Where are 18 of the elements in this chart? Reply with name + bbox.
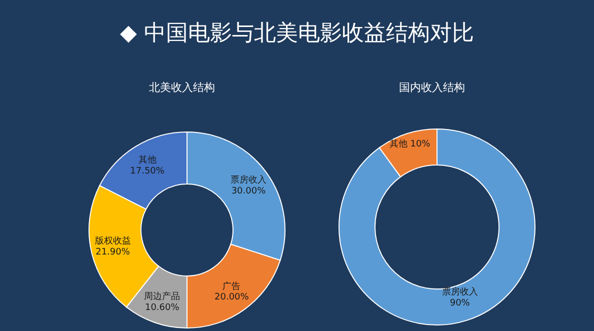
chart-title: ◆ 中国电影与北美电影收益结构对比 (119, 20, 475, 48)
data-label: 17.50% (130, 166, 165, 176)
data-label: 10% (410, 139, 430, 150)
chart-subtitle: 国内收入结构 (398, 80, 466, 95)
slice-label: 其他 (138, 154, 156, 166)
slice-label: 票房收入 (442, 286, 478, 298)
chart-subtitle: 北美收入结构 (148, 80, 216, 95)
data-label: 30.00% (231, 186, 266, 196)
data-label: 20.00% (214, 292, 250, 303)
donut-slice (338, 128, 536, 326)
data-label: 21.90% (96, 247, 130, 258)
slice-label: 版权收益 (94, 236, 131, 247)
slice-label: 广告 (222, 280, 241, 292)
slice-label: 周边产品 (144, 291, 180, 302)
slice-label: 票房收入 (230, 174, 266, 186)
data-label: 10.60% (144, 302, 180, 313)
slice-label: 其他 (389, 139, 408, 150)
data-label: 90% (450, 298, 470, 308)
